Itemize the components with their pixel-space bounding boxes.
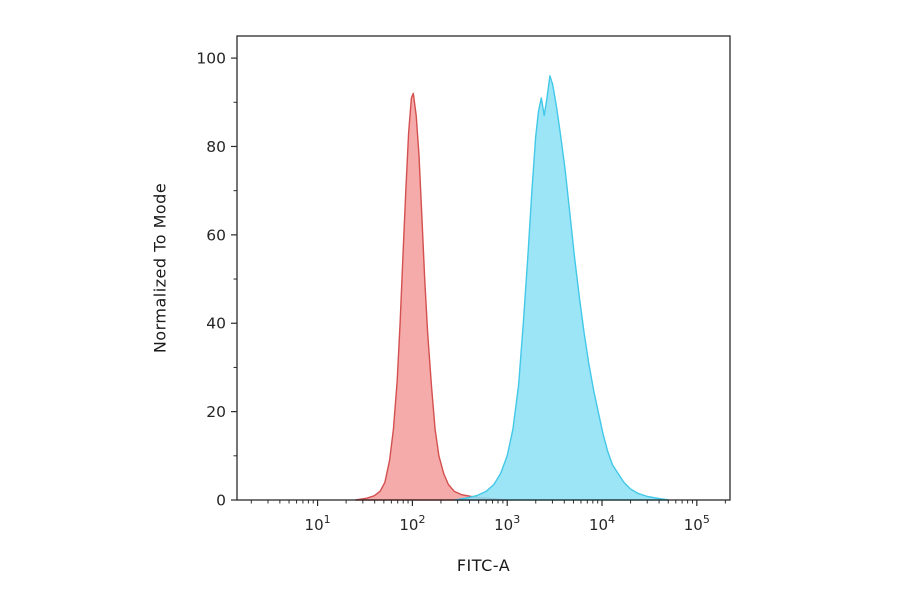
plot-border xyxy=(236,35,731,501)
x-axis-title: FITC-A xyxy=(456,556,511,575)
series-red-peak-area xyxy=(354,92,508,501)
y-tick-label: 40 xyxy=(206,315,226,333)
y-tick-label: 60 xyxy=(206,226,226,244)
y-tick-label: 20 xyxy=(206,403,226,421)
x-tick-label: 103 xyxy=(494,513,520,534)
y-tick-label: 0 xyxy=(216,492,226,510)
y-tick-label: 100 xyxy=(196,50,226,68)
x-tick-label: 102 xyxy=(399,513,425,534)
y-tick-label: 80 xyxy=(206,138,226,156)
series-cyan-peak-area xyxy=(454,75,670,501)
axis-ticks: 0 20 40 60 80 100 101 102 103 104 105 xyxy=(196,50,726,534)
y-axis-title: Normalized To Mode xyxy=(150,182,170,354)
x-tick-label: 101 xyxy=(305,513,331,534)
x-tick-label: 105 xyxy=(684,513,710,534)
x-tick-label: 104 xyxy=(589,513,615,534)
